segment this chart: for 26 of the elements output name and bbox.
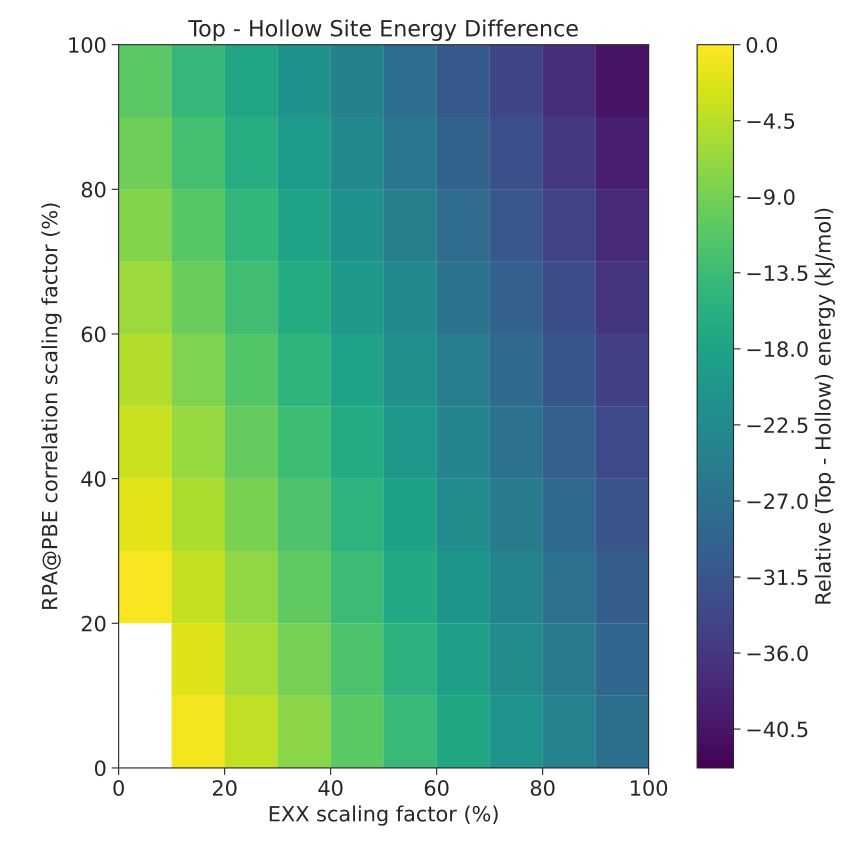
y-tick-label: 60 (82, 326, 106, 342)
y-axis-title: RPA@PBE correlation scaling factor (%) (41, 203, 62, 609)
color-bar-title: Relative (Top - Hollow) energy (kJ/mol) (814, 208, 835, 604)
x-tick-label: 20 (212, 780, 237, 796)
color-bar-label: −22.5 (748, 417, 808, 434)
chart-title: Top - Hollow Site Energy Difference (188, 19, 578, 41)
color-bar-label: −9.0 (748, 189, 795, 205)
color-bar-label: −4.5 (748, 113, 794, 129)
color-bar-label: −31.5 (748, 569, 808, 586)
color-bar-label: 0.0 (746, 37, 778, 53)
x-tick-label: 80 (530, 780, 555, 796)
x-tick-label: 100 (631, 780, 668, 796)
x-axis-title: EXX scaling factor (%) (270, 805, 498, 826)
y-tick-label: 0 (94, 760, 106, 776)
y-tick-label: 100 (69, 37, 106, 53)
color-bar-label: −36.0 (748, 645, 808, 662)
y-tick-label: 20 (82, 616, 106, 632)
x-tick-label: 0 (113, 780, 124, 796)
color-bar-label: −18.0 (748, 341, 808, 358)
color-bar-label: −40.5 (748, 722, 808, 738)
x-tick-label: 60 (424, 780, 449, 796)
color-bar-label: −27.0 (748, 493, 808, 510)
y-tick-label: 80 (82, 182, 106, 198)
y-tick-label: 40 (81, 471, 106, 487)
color-bar-label: −13.5 (748, 265, 808, 282)
x-tick-label: 40 (318, 780, 343, 796)
